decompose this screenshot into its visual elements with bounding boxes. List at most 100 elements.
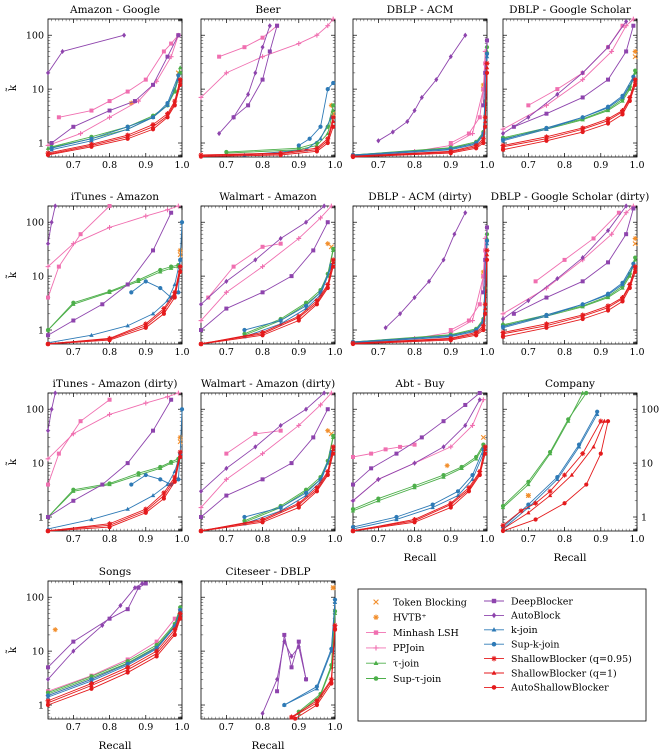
x-tick-label: 1.0 xyxy=(174,347,189,358)
legend-marker-minhash-lsh xyxy=(373,630,379,635)
panel-title: Abt - Buy xyxy=(394,378,444,390)
point-shallowblocker-q-1 xyxy=(484,65,490,70)
x-tick-label: 1.0 xyxy=(174,534,189,545)
point-autoshallowblocker xyxy=(154,654,159,659)
point-hvtb xyxy=(52,627,58,633)
panel-dblp-google-scholar-dirty: DBLP - Google Scholar (dirty) 0.7 0.8 0.9 1.… xyxy=(491,191,650,358)
point-autoshallowblocker xyxy=(483,451,488,456)
point-sup-join xyxy=(303,487,309,492)
point-sup-k-join xyxy=(165,101,170,106)
point-shallowblocker-q-0-95 xyxy=(547,488,553,494)
legend-entry-k-join: k-join xyxy=(484,625,538,636)
point-autoblock xyxy=(304,676,309,682)
point-ppjoin xyxy=(470,423,475,428)
point-autoblock xyxy=(46,428,50,434)
panel-title: DBLP - ACM xyxy=(387,4,454,16)
series-line-k-join xyxy=(244,117,332,156)
point-sup-join xyxy=(136,277,141,283)
point-autoblock xyxy=(296,644,301,650)
point-sup-k-join xyxy=(595,409,600,414)
point-ppjoin xyxy=(45,264,51,270)
panel-title: Amazon - Google xyxy=(69,4,160,16)
point-sup-k-join xyxy=(129,290,134,295)
series-line-autoshallowblocker xyxy=(200,453,334,532)
point-shallowblocker-q-1 xyxy=(289,715,294,720)
series-line-ppjoin xyxy=(47,35,179,146)
legend-label: Sup-τ-join xyxy=(393,674,441,685)
x-tick-label: 0.7 xyxy=(219,534,234,545)
series-line-autoshallowblocker xyxy=(47,618,181,706)
point-minhash-lsh xyxy=(448,141,453,146)
point-autoshallowblocker xyxy=(332,627,338,632)
point-deepblocker xyxy=(100,482,105,487)
point-minhash-lsh xyxy=(620,23,625,28)
x-tick-label: 0.8 xyxy=(255,722,270,733)
point-autoblock xyxy=(267,23,272,29)
point-join xyxy=(580,390,585,395)
point-minhash-lsh xyxy=(224,451,229,456)
point-sup-k-join xyxy=(394,514,399,520)
point-autoblock xyxy=(351,498,355,504)
point-autoshallowblocker xyxy=(172,632,177,637)
point-deepblocker xyxy=(132,99,137,104)
point-minhash-lsh xyxy=(591,236,596,241)
point-sup-join xyxy=(158,464,163,470)
series-line-sup-join xyxy=(244,435,334,522)
point-shallowblocker-q-1 xyxy=(569,472,575,477)
point-ppjoin xyxy=(623,210,629,216)
point-autoshallowblocker xyxy=(125,670,130,675)
point-deepblocker xyxy=(143,581,148,586)
point-shallowblocker-q-0-95 xyxy=(330,444,336,450)
point-ppjoin xyxy=(107,114,112,120)
point-sup-join xyxy=(547,450,553,455)
panel-title: iTunes - Amazon (dirty) xyxy=(53,378,178,390)
point-autoblock xyxy=(199,301,203,307)
legend-marker-autoblock xyxy=(491,612,497,619)
series-line-shallowblocker-q-1 xyxy=(200,262,334,345)
x-tick-label: 0.9 xyxy=(593,534,608,545)
point-deepblocker xyxy=(481,290,486,295)
panel-title: Citeseer - DBLP xyxy=(225,566,310,578)
x-tick-label: 0.8 xyxy=(557,534,572,545)
point-deepblocker xyxy=(481,103,486,108)
series-line-autoblock xyxy=(262,641,307,714)
point-autoblock xyxy=(282,639,287,645)
point-sup-k-join xyxy=(484,238,490,244)
point-minhash-lsh xyxy=(125,89,130,94)
series-line-minhash-lsh xyxy=(47,205,110,298)
point-autoblock xyxy=(452,231,457,237)
point-shallowblocker-q-1 xyxy=(330,446,336,451)
panel-citeseer-dblp: Citeseer - DBLP 0.7 0.8 0.9 1.0 Recall xyxy=(200,566,343,750)
point-shallowblocker-q-1 xyxy=(580,126,585,131)
point-autoblock xyxy=(376,476,381,482)
series-line-shallowblocker-q-0-95 xyxy=(200,117,334,156)
series-line-shallowblocker-q-0-95 xyxy=(352,63,488,157)
point-autoblock xyxy=(260,44,265,50)
point-autoshallowblocker xyxy=(562,501,567,506)
series-line-shallowblocker-q-1 xyxy=(47,81,181,155)
panel-dblp-acm: DBLP - ACM 0.7 0.8 0.9 1.0 xyxy=(350,4,495,171)
point-deepblocker xyxy=(631,206,636,211)
point-sup-k-join xyxy=(179,220,185,225)
panel-beer: Beer 0.7 0.8 0.9 1.0 xyxy=(198,4,343,171)
point-autoshallowblocker xyxy=(627,98,632,104)
point-autoshallowblocker xyxy=(178,616,183,621)
panel-walmart-amazon-dirty: Walmart - Amazon (dirty) 0.7 0.8 0.9 1.0 xyxy=(198,378,343,545)
point-deepblocker xyxy=(46,515,50,520)
point-k-join xyxy=(594,412,600,417)
legend-marker-token-blocking xyxy=(373,599,379,605)
point-deepblocker xyxy=(463,402,468,407)
point-sup-join xyxy=(331,433,336,438)
point-shallowblocker-q-1 xyxy=(172,476,177,481)
point-token-blocking xyxy=(632,54,638,60)
point-shallowblocker-q-1 xyxy=(296,502,301,507)
point-autoshallowblocker xyxy=(544,325,549,330)
point-autoshallowblocker xyxy=(296,318,301,323)
point-autoblock xyxy=(580,70,585,76)
point-sup-join xyxy=(633,255,638,260)
point-autoblock xyxy=(427,278,432,284)
point-autoblock xyxy=(253,70,258,76)
point-autoblock xyxy=(463,210,468,216)
point-shallowblocker-q-1 xyxy=(526,510,531,515)
legend-label: PPJoin xyxy=(393,643,424,654)
